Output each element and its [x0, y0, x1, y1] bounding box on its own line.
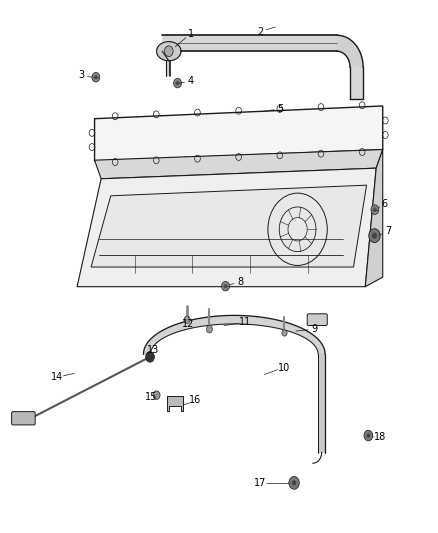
Polygon shape [91, 185, 367, 267]
Circle shape [369, 229, 380, 243]
Circle shape [292, 480, 296, 486]
Text: 6: 6 [382, 199, 388, 209]
Text: 1: 1 [187, 29, 194, 39]
Text: 11: 11 [239, 317, 251, 327]
Polygon shape [337, 35, 363, 67]
Text: 8: 8 [237, 278, 243, 287]
Text: 4: 4 [187, 77, 194, 86]
Text: 18: 18 [374, 432, 386, 442]
Polygon shape [350, 67, 363, 99]
Circle shape [372, 232, 377, 239]
Circle shape [176, 80, 180, 85]
Circle shape [94, 75, 98, 79]
FancyBboxPatch shape [307, 314, 327, 326]
Polygon shape [95, 106, 383, 161]
FancyBboxPatch shape [12, 411, 35, 425]
Circle shape [206, 326, 212, 333]
Circle shape [222, 281, 230, 291]
Polygon shape [144, 316, 325, 354]
Polygon shape [318, 354, 325, 453]
Text: 15: 15 [145, 392, 158, 402]
Text: 9: 9 [311, 324, 317, 334]
Text: 13: 13 [147, 345, 159, 356]
Circle shape [371, 205, 379, 214]
Circle shape [289, 477, 299, 489]
Polygon shape [95, 150, 383, 179]
Text: 14: 14 [51, 372, 64, 382]
Text: 2: 2 [258, 27, 264, 37]
Circle shape [164, 46, 173, 56]
Circle shape [364, 430, 373, 441]
Polygon shape [157, 42, 181, 61]
Circle shape [367, 433, 370, 438]
Circle shape [92, 72, 100, 82]
Circle shape [184, 316, 190, 324]
Circle shape [173, 78, 181, 88]
Polygon shape [77, 168, 376, 287]
Polygon shape [365, 150, 383, 287]
Circle shape [373, 207, 377, 212]
Text: 16: 16 [189, 395, 201, 406]
Polygon shape [166, 396, 183, 411]
Circle shape [153, 391, 160, 399]
Text: 7: 7 [385, 227, 392, 237]
Polygon shape [162, 35, 337, 51]
Text: 10: 10 [278, 362, 290, 373]
Circle shape [282, 330, 287, 336]
Text: 12: 12 [182, 319, 194, 329]
Text: 3: 3 [78, 70, 85, 80]
Text: 17: 17 [254, 479, 267, 488]
Circle shape [146, 352, 154, 362]
Polygon shape [166, 61, 170, 76]
Text: 5: 5 [277, 103, 283, 114]
Circle shape [223, 284, 227, 288]
